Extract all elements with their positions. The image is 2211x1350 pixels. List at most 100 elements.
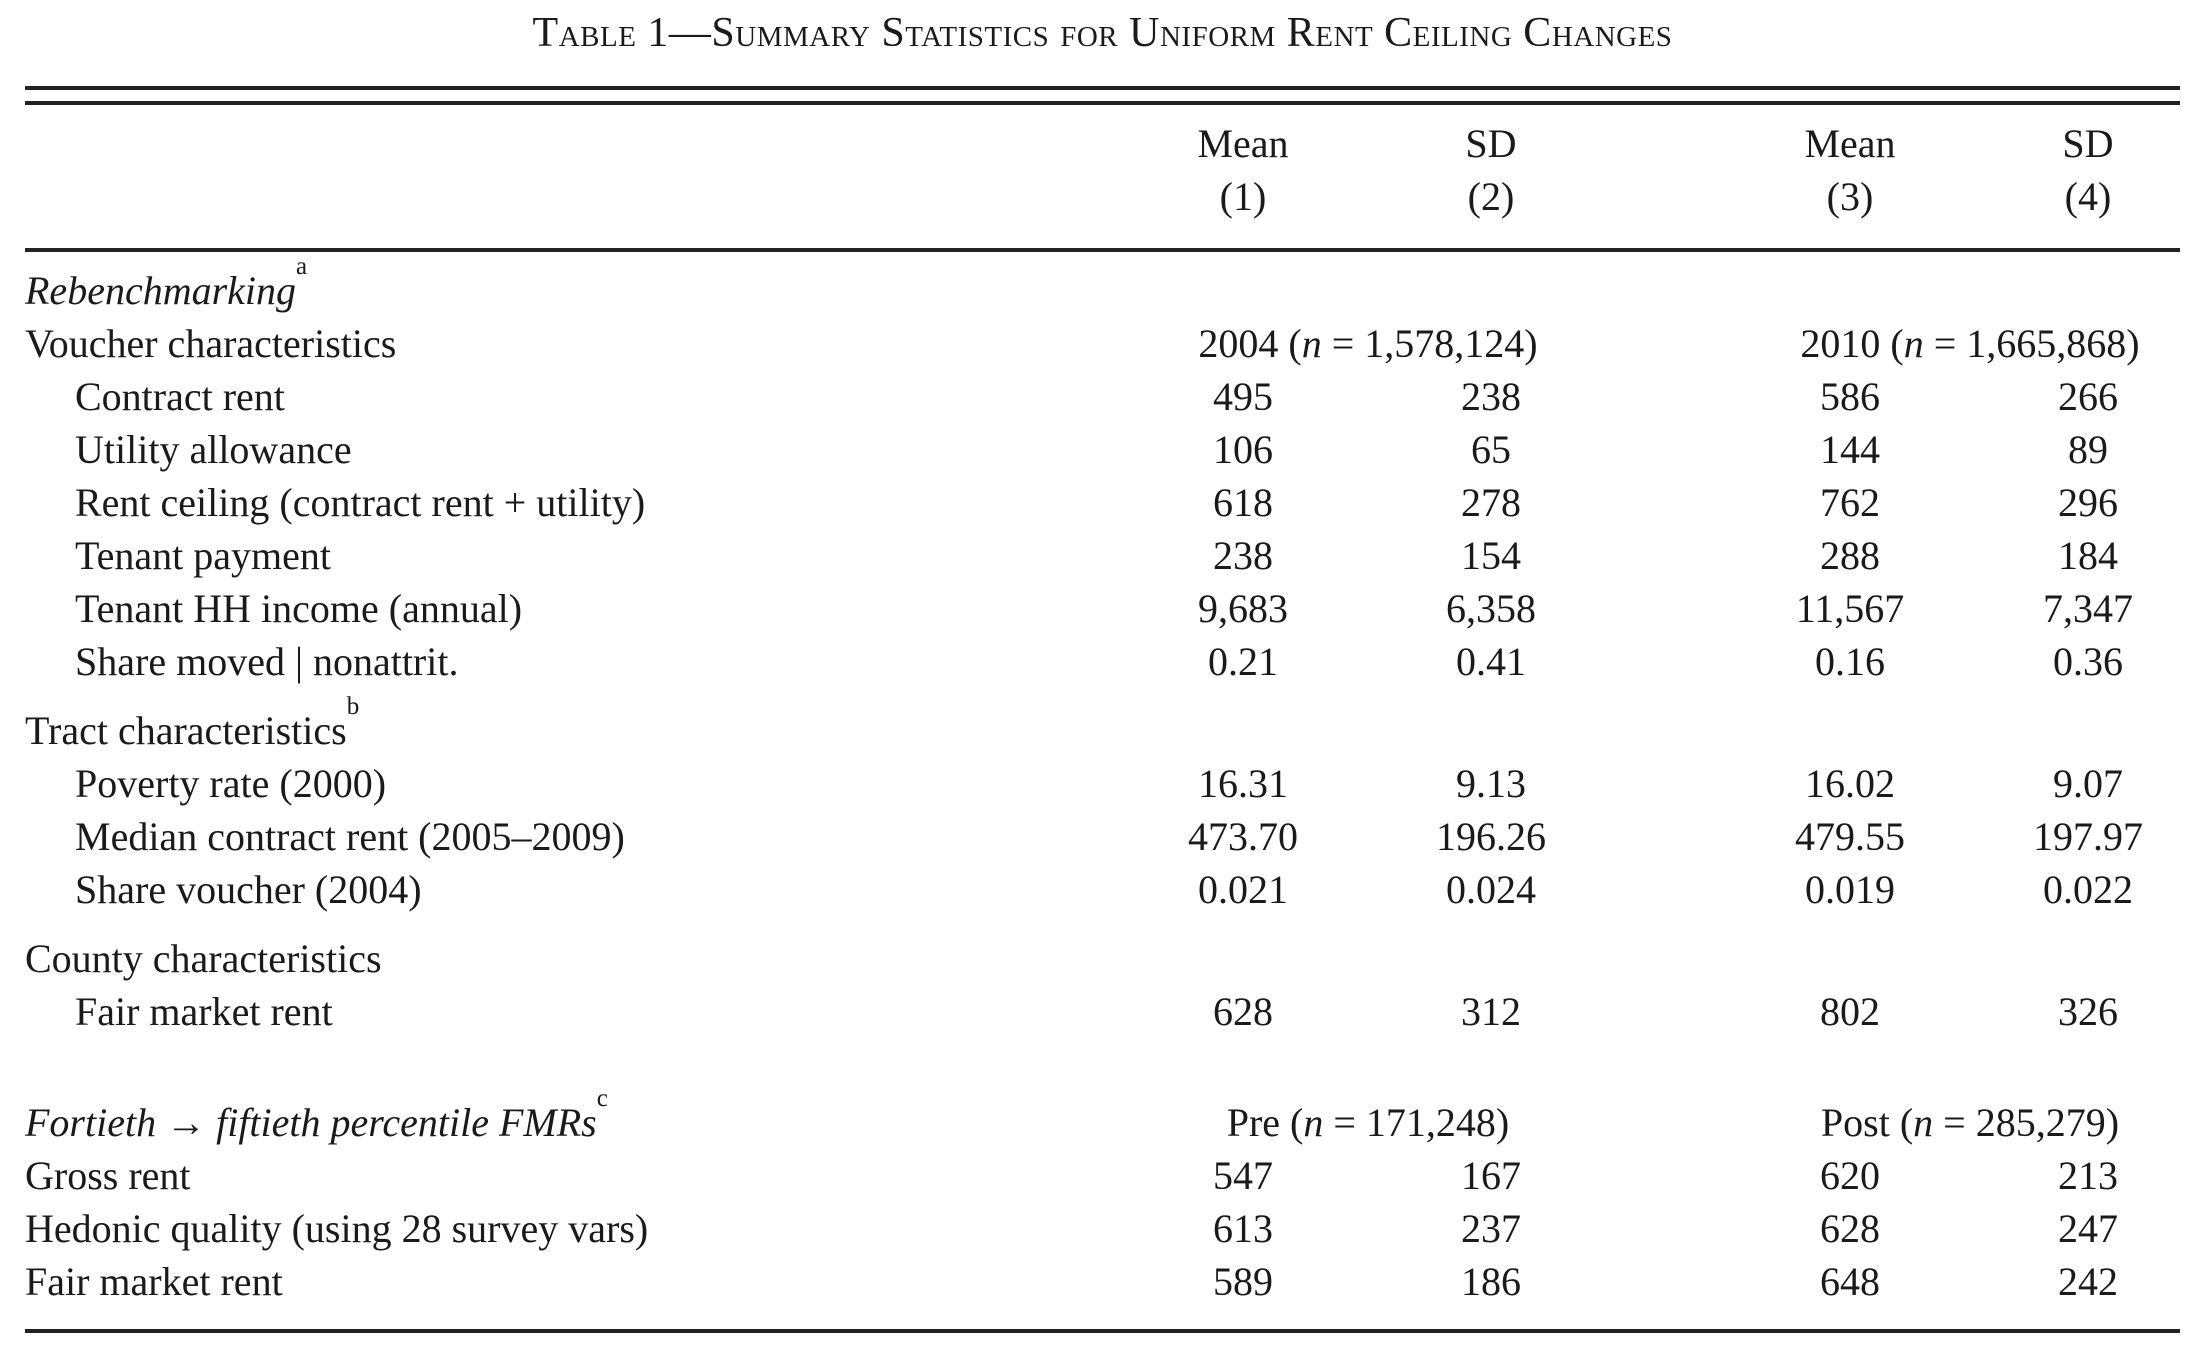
cell-value: 9.13 xyxy=(1456,761,1526,806)
cell-value: 247 xyxy=(2058,1206,2118,1251)
row-label: Tenant HH income (annual) xyxy=(75,586,523,631)
column-header-mean-3: Mean (3) xyxy=(1704,117,1996,223)
sample-header-prefix: Pre ( xyxy=(1226,1100,1304,1145)
footnote-marker: a xyxy=(296,252,308,280)
column-header-number: (1) xyxy=(1219,174,1267,219)
table-row-rent-ceiling: Rent ceiling (contract rent + utility) 6… xyxy=(25,476,2180,529)
table-row-utility-allowance: Utility allowance 106 65 144 89 xyxy=(25,423,2180,476)
section-label-text: Tract characteristics xyxy=(25,708,347,753)
group-label: Voucher characteristics xyxy=(25,321,397,366)
top-rule-outer xyxy=(25,86,2180,90)
column-header-label: Mean xyxy=(1197,121,1289,166)
cell-value: 6,358 xyxy=(1446,586,1536,631)
header-rule xyxy=(25,248,2180,252)
cell-value: 0.21 xyxy=(1208,639,1278,684)
cell-value: 618 xyxy=(1213,480,1273,525)
cell-value: 326 xyxy=(2058,989,2118,1034)
top-rule-inner xyxy=(25,101,2180,105)
cell-value: 288 xyxy=(1820,533,1880,578)
math-n-symbol: n xyxy=(1903,321,1924,366)
table-row-hedonic-quality: Hedonic quality (using 28 survey vars) 6… xyxy=(25,1202,2180,1255)
group-row-voucher-characteristics: Voucher characteristics 2004 (n = 1,578,… xyxy=(25,317,2180,370)
row-label: Utility allowance xyxy=(75,427,352,472)
cell-value: 0.024 xyxy=(1446,867,1536,912)
cell-value: 238 xyxy=(1461,374,1521,419)
cell-value: 106 xyxy=(1213,427,1273,472)
row-label: Poverty rate (2000) xyxy=(75,761,387,806)
table-row-share-voucher: Share voucher (2004) 0.021 0.024 0.019 0… xyxy=(25,863,2180,916)
section-label: County characteristics xyxy=(25,932,1120,985)
section-row-tract-characteristics: Tract characteristicsb xyxy=(25,694,2180,757)
column-header-label: SD xyxy=(2062,121,2114,166)
section-row-fortieth-fiftieth-fmrs: Fortieth → fiftieth percentile FMRsc Pre… xyxy=(25,1086,2180,1149)
cell-value: 613 xyxy=(1213,1206,1273,1251)
cell-value: 762 xyxy=(1820,480,1880,525)
table-row-poverty-rate: Poverty rate (2000) 16.31 9.13 16.02 9.0… xyxy=(25,757,2180,810)
table-row-tenant-payment: Tenant payment 238 154 288 184 xyxy=(25,529,2180,582)
row-label: Share voucher (2004) xyxy=(75,867,422,912)
cell-value: 238 xyxy=(1213,533,1273,578)
sample-header-prefix: Post ( xyxy=(1820,1100,1914,1145)
sample-header-count: = 171,248) xyxy=(1323,1100,1510,1145)
top-rule-gap xyxy=(25,90,2180,101)
row-label: Contract rent xyxy=(75,374,285,419)
sample-header-pre: Pre (n = 171,248) xyxy=(1120,1096,1616,1149)
section-label: Rebenchmarkinga xyxy=(25,254,1120,317)
cell-value: 242 xyxy=(2058,1259,2118,1304)
cell-value: 65 xyxy=(1471,427,1511,472)
cell-value: 9.07 xyxy=(2053,761,2123,806)
cell-value: 586 xyxy=(1820,374,1880,419)
math-n-symbol: n xyxy=(1913,1100,1934,1145)
cell-value: 9,683 xyxy=(1198,586,1288,631)
table-row-median-contract-rent: Median contract rent (2005–2009) 473.70 … xyxy=(25,810,2180,863)
cell-value: 11,567 xyxy=(1795,586,1905,631)
row-label: Median contract rent (2005–2009) xyxy=(75,814,625,859)
summary-statistics-table: Table 1—Summary Statistics for Uniform R… xyxy=(25,8,2180,1333)
cell-value: 0.022 xyxy=(2043,867,2133,912)
section-label-text: County characteristics xyxy=(25,936,382,981)
cell-value: 479.55 xyxy=(1795,814,1905,859)
table-row-contract-rent: Contract rent 495 238 586 266 xyxy=(25,370,2180,423)
section-label: Fortieth → fiftieth percentile FMRsc xyxy=(25,1086,1120,1149)
sample-header-count: = 285,279) xyxy=(1933,1100,2120,1145)
row-label: Hedonic quality (using 28 survey vars) xyxy=(25,1206,649,1251)
cell-value: 89 xyxy=(2068,427,2108,472)
cell-value: 266 xyxy=(2058,374,2118,419)
row-label: Gross rent xyxy=(25,1153,191,1198)
cell-value: 0.41 xyxy=(1456,639,1526,684)
cell-value: 0.019 xyxy=(1805,867,1895,912)
cell-value: 213 xyxy=(2058,1153,2118,1198)
column-header-number: (3) xyxy=(1826,174,1874,219)
cell-value: 144 xyxy=(1820,427,1880,472)
sample-header-2010: 2010 (n = 1,665,868) xyxy=(1704,317,2180,370)
sample-header-prefix: 2010 ( xyxy=(1800,321,1904,366)
column-header-number: (2) xyxy=(1467,174,1515,219)
math-n-symbol: n xyxy=(1301,321,1322,366)
column-header-number: (4) xyxy=(2064,174,2112,219)
column-header-mean-1: Mean (1) xyxy=(1120,117,1366,223)
row-label: Share moved | nonattrit. xyxy=(75,639,459,684)
column-header-row: Mean (1) SD (2) Mean (3) SD (4) xyxy=(25,117,2180,223)
sample-header-prefix: 2004 ( xyxy=(1198,321,1302,366)
cell-value: 184 xyxy=(2058,533,2118,578)
table-row-gross-rent: Gross rent 547 167 620 213 xyxy=(25,1149,2180,1202)
cell-value: 589 xyxy=(1213,1259,1273,1304)
cell-value: 620 xyxy=(1820,1153,1880,1198)
cell-value: 196.26 xyxy=(1436,814,1546,859)
row-label: Rent ceiling (contract rent + utility) xyxy=(75,480,646,525)
cell-value: 473.70 xyxy=(1188,814,1298,859)
table-title: Table 1—Summary Statistics for Uniform R… xyxy=(532,10,1673,56)
table-row-fair-market-rent-county: Fair market rent 628 312 802 326 xyxy=(25,985,2180,1038)
cell-value: 16.31 xyxy=(1198,761,1288,806)
cell-value: 628 xyxy=(1820,1206,1880,1251)
section-row-rebenchmarking: Rebenchmarkinga xyxy=(25,254,2180,317)
cell-value: 296 xyxy=(2058,480,2118,525)
table-row-fair-market-rent-fmr: Fair market rent 589 186 648 242 xyxy=(25,1255,2180,1308)
table-row-tenant-hh-income: Tenant HH income (annual) 9,683 6,358 11… xyxy=(25,582,2180,635)
cell-value: 278 xyxy=(1461,480,1521,525)
section-label: Tract characteristicsb xyxy=(25,694,1120,757)
column-header-sd-2: SD (2) xyxy=(1366,117,1616,223)
cell-value: 197.97 xyxy=(2033,814,2143,859)
column-header-sd-4: SD (4) xyxy=(1996,117,2180,223)
